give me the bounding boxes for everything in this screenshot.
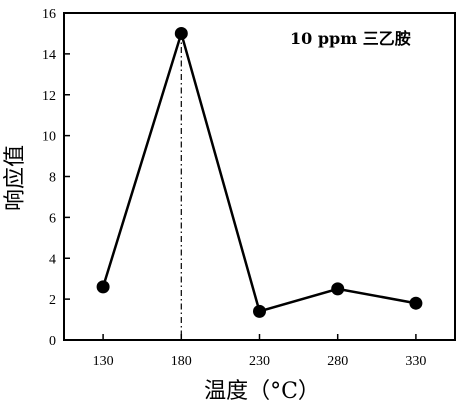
data-point: [174, 26, 188, 40]
plot-frame: [63, 12, 456, 341]
y-tick-label: 4: [49, 252, 56, 267]
data-markers: [96, 26, 423, 318]
data-point: [331, 282, 345, 296]
annotation-label: 10 ppm 三乙胺: [290, 29, 411, 48]
y-tick-label: 12: [42, 89, 56, 104]
y-tick-label: 6: [49, 211, 56, 226]
data-point: [409, 296, 423, 310]
x-tick-label: 230: [249, 354, 270, 369]
series-line: [101, 29, 417, 313]
x-axis-title: 温度（°C）: [204, 379, 320, 404]
y-axis-title: 响应值: [3, 145, 28, 211]
y-tick-label: 10: [42, 130, 56, 145]
y-tick-label: 16: [42, 7, 56, 22]
x-tick-label: 180: [171, 354, 192, 369]
x-tick-label: 330: [405, 354, 426, 369]
y-axis-ticks: 0 2 4 6 8 10 12 14 16: [42, 7, 70, 349]
y-tick-label: 8: [49, 171, 56, 186]
data-point: [253, 304, 266, 318]
y-tick-label: 0: [49, 334, 56, 349]
x-tick-label: 280: [327, 354, 348, 369]
data-point: [96, 280, 110, 294]
x-tick-label: 130: [93, 354, 114, 369]
y-tick-label: 2: [49, 293, 56, 308]
y-tick-label: 14: [42, 48, 56, 63]
